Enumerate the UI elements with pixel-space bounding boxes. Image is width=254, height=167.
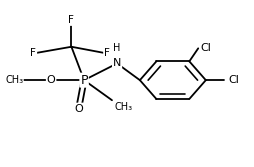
- Text: Cl: Cl: [229, 75, 240, 85]
- Text: F: F: [104, 48, 110, 58]
- Text: Cl: Cl: [201, 43, 212, 53]
- Text: F: F: [69, 15, 74, 25]
- Text: H: H: [113, 43, 121, 53]
- Text: O: O: [47, 75, 56, 85]
- Text: O: O: [75, 104, 83, 114]
- Text: CH₃: CH₃: [115, 102, 133, 112]
- Text: CH₃: CH₃: [5, 75, 23, 85]
- Text: P: P: [80, 74, 88, 87]
- Text: N: N: [113, 58, 121, 68]
- Text: F: F: [30, 48, 36, 58]
